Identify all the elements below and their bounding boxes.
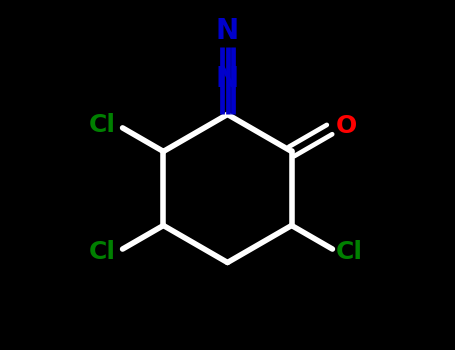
Text: O: O	[336, 114, 358, 138]
Text: N: N	[216, 65, 239, 93]
Text: N: N	[216, 18, 239, 46]
Text: Cl: Cl	[336, 240, 363, 264]
Text: Cl: Cl	[89, 112, 116, 136]
Text: Cl: Cl	[89, 240, 116, 264]
